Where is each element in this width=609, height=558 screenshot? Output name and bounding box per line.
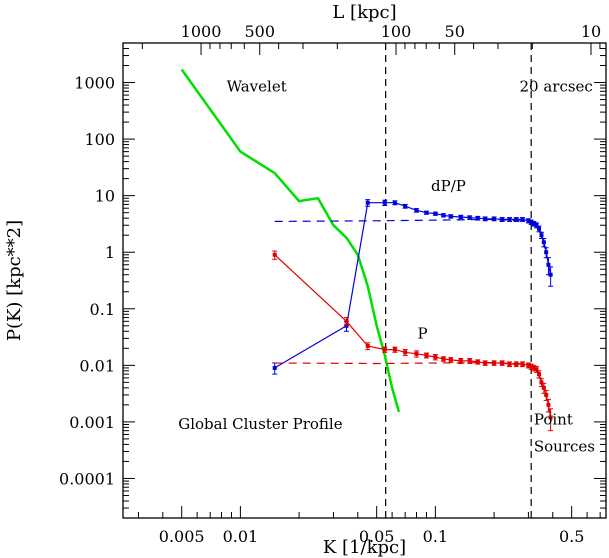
data-point bbox=[492, 216, 497, 221]
data-point bbox=[433, 355, 438, 360]
x-tick-label: 0.05 bbox=[359, 527, 395, 546]
axes: 0.005 0.01 0.05 0.1 0.5 1000 500 100 50 10 0.0001 0… bbox=[59, 22, 606, 546]
data-point bbox=[475, 359, 480, 364]
data-point bbox=[531, 365, 536, 370]
data-point bbox=[392, 347, 397, 352]
x-axis-label: K [1/kpc] bbox=[323, 537, 406, 558]
data-point bbox=[507, 362, 512, 367]
y-tick-label: 0.0001 bbox=[59, 469, 115, 488]
x-tick-label: 0.1 bbox=[423, 527, 448, 546]
data-point bbox=[272, 252, 277, 257]
annotation-text: dP/P bbox=[431, 177, 466, 195]
data-point bbox=[344, 319, 349, 324]
data-point bbox=[448, 214, 453, 219]
data-point bbox=[382, 347, 387, 352]
data-point bbox=[414, 351, 419, 356]
annotation-text: Point bbox=[534, 410, 573, 428]
data-point bbox=[483, 216, 488, 221]
data-point bbox=[458, 358, 463, 363]
data-point bbox=[433, 211, 438, 216]
data-point bbox=[365, 343, 370, 348]
data-point bbox=[424, 353, 429, 358]
y-tick-label: 0.1 bbox=[90, 300, 115, 319]
annotation-text: Wavelet bbox=[227, 77, 287, 95]
y-tick-label: 1000 bbox=[74, 74, 115, 93]
series-line-4 bbox=[274, 361, 529, 365]
data-point bbox=[467, 358, 472, 363]
annotation-text: Global Cluster Profile bbox=[178, 415, 342, 433]
annotation-text: Sources bbox=[534, 437, 595, 455]
data-point bbox=[520, 217, 525, 222]
data-point bbox=[526, 363, 531, 368]
top-tick-label: 50 bbox=[445, 22, 465, 41]
y-tick-label: 0.001 bbox=[69, 413, 115, 432]
data-point bbox=[548, 415, 553, 420]
data-point bbox=[272, 365, 277, 370]
x-tick-label: 0.005 bbox=[159, 527, 205, 546]
top-tick-label: 500 bbox=[244, 22, 275, 41]
data-point bbox=[514, 217, 519, 222]
data-point bbox=[539, 233, 544, 238]
data-point bbox=[539, 380, 544, 385]
series-line-2 bbox=[274, 218, 529, 222]
data-point bbox=[526, 218, 531, 223]
data-point bbox=[529, 220, 534, 225]
data-point bbox=[537, 226, 542, 231]
data-point bbox=[448, 357, 453, 362]
data-point bbox=[403, 350, 408, 355]
data-point bbox=[537, 372, 542, 377]
x-tick-label: 0.01 bbox=[223, 527, 259, 546]
data-point bbox=[520, 362, 525, 367]
data-point bbox=[507, 217, 512, 222]
data-point bbox=[541, 240, 546, 245]
data-point bbox=[403, 204, 408, 209]
data-point bbox=[546, 402, 551, 407]
data-point bbox=[458, 214, 463, 219]
y-tick-label: 0.01 bbox=[79, 356, 115, 375]
data-point bbox=[531, 221, 536, 226]
data-point bbox=[492, 361, 497, 366]
data-point bbox=[414, 208, 419, 213]
data-point bbox=[467, 215, 472, 220]
y-tick-label: 100 bbox=[84, 130, 115, 149]
series-line-0 bbox=[180, 68, 401, 413]
data-series bbox=[180, 68, 554, 432]
data-point bbox=[365, 200, 370, 205]
data-point bbox=[424, 210, 429, 215]
data-point bbox=[441, 356, 446, 361]
series-line-3 bbox=[274, 254, 552, 418]
top-tick-label: 100 bbox=[381, 22, 412, 41]
data-point bbox=[534, 223, 539, 228]
annotation-text: P bbox=[418, 324, 428, 342]
y-tick-label: 10 bbox=[95, 187, 115, 206]
annotations: Wavelet 20 arcsec dP/P P Global Cluster Prof… bbox=[178, 77, 595, 455]
annotation-text: 20 arcsec bbox=[519, 77, 592, 95]
data-point bbox=[475, 216, 480, 221]
x-tick-label: 0.5 bbox=[559, 527, 584, 546]
data-point bbox=[544, 392, 549, 397]
guide-lines bbox=[385, 43, 532, 518]
data-point bbox=[382, 200, 387, 205]
data-point bbox=[392, 200, 397, 205]
data-point bbox=[546, 262, 551, 267]
top-tick-label: 10 bbox=[581, 22, 601, 41]
top-axis-label: L [kpc] bbox=[332, 2, 396, 23]
data-point bbox=[441, 213, 446, 218]
y-axis-label: P(K) [kpc**2] bbox=[4, 220, 25, 341]
plot-frame bbox=[122, 42, 607, 519]
data-point bbox=[544, 250, 549, 255]
data-point bbox=[548, 272, 553, 277]
series-line-1 bbox=[274, 202, 552, 369]
data-point bbox=[529, 364, 534, 369]
top-tick-label: 1000 bbox=[181, 22, 222, 41]
data-point bbox=[541, 385, 546, 390]
data-point bbox=[534, 367, 539, 372]
y-tick-label: 1 bbox=[105, 243, 115, 262]
